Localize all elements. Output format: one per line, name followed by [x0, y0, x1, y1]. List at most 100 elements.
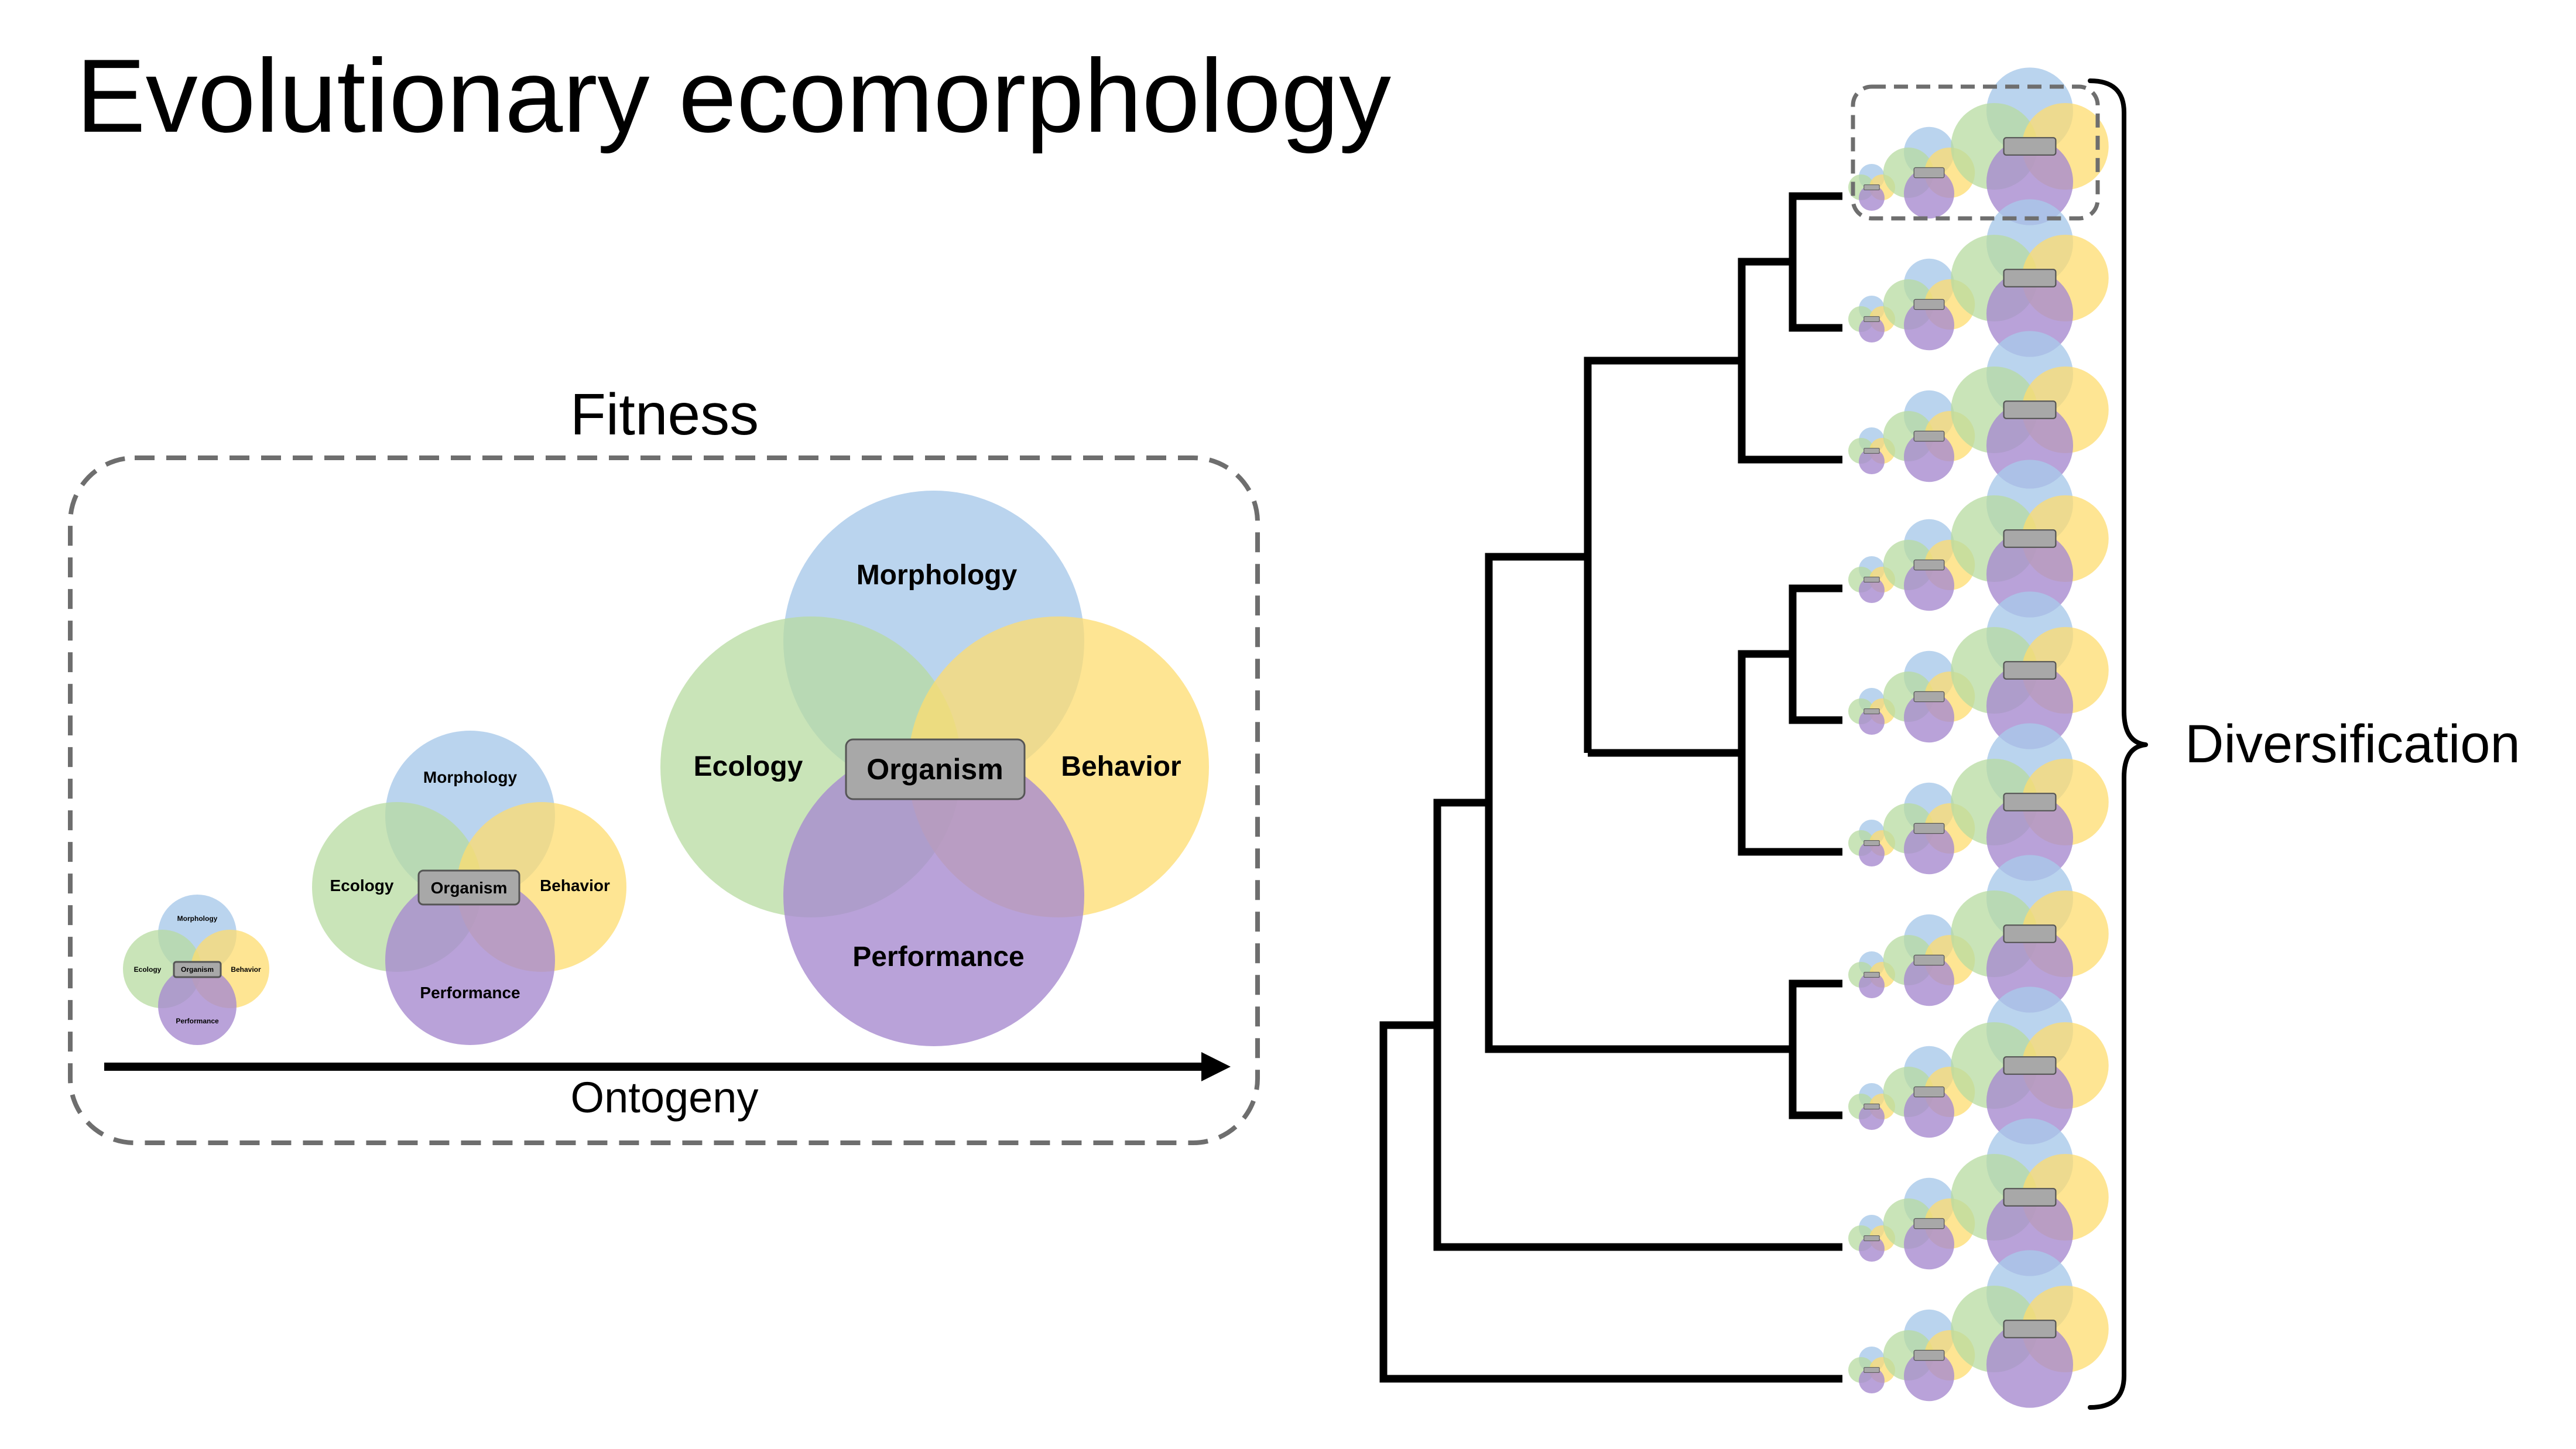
- performance-circle: [783, 745, 1084, 1046]
- diversification-label: Diversification: [2185, 714, 2520, 774]
- performance-circle: [1859, 185, 1885, 211]
- performance-circle: [1986, 662, 2073, 749]
- morphology-label: Morphology: [423, 768, 518, 786]
- tip-venn-large: [1951, 986, 2109, 1145]
- performance-circle: [1986, 1057, 2073, 1145]
- tip-venn-large: [1951, 1118, 2109, 1276]
- organism-box: [2003, 269, 2057, 287]
- organism-box: [1864, 972, 1880, 978]
- organism-box: [2003, 661, 2057, 680]
- tip-icon-group: [1848, 723, 2109, 881]
- organism-box: [2003, 529, 2057, 548]
- organism-box: [1864, 448, 1880, 454]
- performance-circle: [1986, 794, 2073, 881]
- tip-icon-group: [1848, 855, 2109, 1013]
- fitness-dashed-box: [68, 455, 1260, 1145]
- tip-venn-medium: [1883, 782, 1975, 875]
- ontogeny-label: Ontogeny: [571, 1073, 759, 1122]
- ontogeny-venn-series: Morphology Ecology Behavior Performance …: [123, 491, 1209, 1046]
- tip-icon-group: [1848, 67, 2109, 225]
- tip-venn-large: [1951, 199, 2109, 357]
- tip-venn-large: [1951, 460, 2109, 618]
- organism-box: [1864, 316, 1880, 322]
- behavior-label: Behavior: [231, 965, 261, 974]
- performance-circle: [1904, 168, 1954, 219]
- tip-venn-large: [1951, 855, 2109, 1013]
- performance-circle: [1986, 1321, 2073, 1408]
- performance-circle: [1859, 1236, 1885, 1262]
- tip-venn-small: [1848, 1346, 1896, 1394]
- organism-box: [1913, 954, 1945, 966]
- organism-box: [1913, 167, 1945, 179]
- venn-diagram-small: Morphology Ecology Behavior Performance …: [123, 895, 269, 1045]
- tip-venn-icons: [1848, 67, 2109, 1408]
- diversification-brace: [2088, 78, 2148, 1410]
- organism-box: [2003, 137, 2057, 156]
- organism-box: [1864, 1104, 1880, 1109]
- organism-box: [173, 961, 222, 978]
- performance-circle: [1986, 138, 2073, 225]
- tip-venn-small: [1848, 1083, 1896, 1131]
- performance-circle: [158, 967, 237, 1045]
- performance-circle: [1859, 317, 1885, 343]
- performance-circle: [1904, 431, 1954, 482]
- performance-circle: [1904, 1087, 1954, 1138]
- organism-box: [417, 869, 520, 906]
- organism-box: [1913, 1086, 1945, 1098]
- organism-box: [1913, 823, 1945, 834]
- performance-circle: [1859, 841, 1885, 867]
- performance-circle: [1904, 692, 1954, 743]
- behavior-label: Behavior: [540, 876, 610, 895]
- tip-icon-group: [1848, 591, 2109, 749]
- page-title: Evolutionary ecomorphology: [76, 37, 1391, 154]
- performance-circle: [1986, 1189, 2073, 1276]
- organism-box: [2003, 400, 2057, 419]
- organism-label: Organism: [181, 965, 214, 974]
- venn-diagram-medium: Morphology Ecology Behavior Performance …: [312, 731, 626, 1045]
- tip-venn-small: [1848, 427, 1896, 475]
- organism-label: Organism: [866, 753, 1003, 786]
- tip-venn-small: [1848, 951, 1896, 999]
- tip-venn-small: [1848, 556, 1896, 604]
- organism-box: [1913, 691, 1945, 703]
- performance-circle: [385, 875, 555, 1045]
- performance-circle: [1904, 560, 1954, 611]
- performance-circle: [1986, 270, 2073, 357]
- tip-venn-medium: [1883, 390, 1975, 482]
- organism-box: [2003, 1320, 2057, 1338]
- performance-circle: [1859, 448, 1885, 475]
- ecology-label: Ecology: [330, 876, 394, 895]
- organism-box: [845, 738, 1026, 800]
- performance-circle: [1904, 1351, 1954, 1402]
- tip-venn-large: [1951, 1250, 2109, 1408]
- tip-icon-group: [1848, 460, 2109, 618]
- organism-box: [1864, 577, 1880, 583]
- performance-label: Performance: [852, 941, 1024, 972]
- organism-box: [1864, 1367, 1880, 1373]
- performance-label: Performance: [420, 984, 520, 1002]
- tip-icon-group: [1848, 1118, 2109, 1276]
- tip-icon-group: [1848, 199, 2109, 357]
- performance-label: Performance: [176, 1017, 219, 1025]
- performance-circle: [1904, 824, 1954, 875]
- performance-circle: [1859, 1368, 1885, 1394]
- organism-box: [1864, 184, 1880, 190]
- tip-venn-medium: [1883, 258, 1975, 351]
- organism-box: [2003, 793, 2057, 811]
- tip-icon-group: [1848, 331, 2109, 489]
- tip-venn-medium: [1883, 650, 1975, 743]
- performance-circle: [1904, 955, 1954, 1006]
- organism-box: [1864, 840, 1880, 846]
- performance-circle: [1986, 926, 2073, 1013]
- morphology-label: Morphology: [857, 560, 1018, 591]
- venn-diagram-large: Morphology Ecology Behavior Performance …: [660, 491, 1209, 1046]
- organism-label: Organism: [431, 879, 508, 897]
- performance-circle: [1859, 709, 1885, 735]
- phylogenetic-tree: [1379, 192, 1842, 1383]
- morphology-label: Morphology: [177, 914, 218, 923]
- performance-circle: [1986, 530, 2073, 618]
- tip-icon-group: [1848, 1250, 2109, 1408]
- organism-box: [2003, 1056, 2057, 1075]
- organism-box: [1913, 1349, 1945, 1361]
